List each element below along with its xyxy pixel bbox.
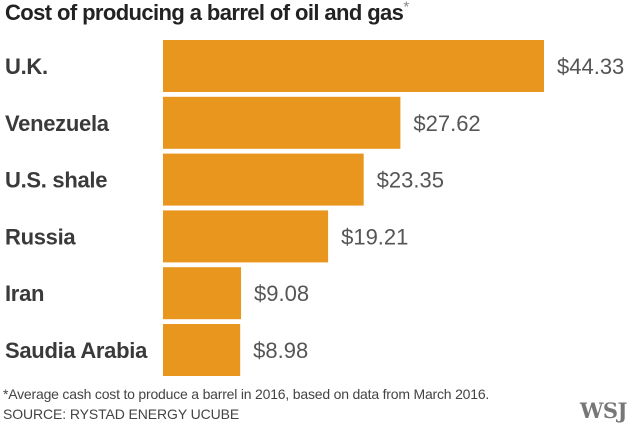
category-label: U.K. xyxy=(5,54,48,79)
footnote: *Average cash cost to produce a barrel i… xyxy=(3,386,490,402)
value-label: $9.08 xyxy=(254,281,309,306)
title-asterisk: * xyxy=(403,0,409,16)
category-label: Saudia Arabia xyxy=(5,338,148,363)
value-label: $44.33 xyxy=(557,54,624,79)
category-label: Venezuela xyxy=(5,111,110,136)
bar xyxy=(163,267,242,320)
value-label: $27.62 xyxy=(413,111,480,136)
chart-title-text: Cost of producing a barrel of oil and ga… xyxy=(5,0,404,25)
bar-chart: U.K. $44.33 Venezuela $27.62 U.S. shale $23.3… xyxy=(5,40,624,376)
value-label: $23.35 xyxy=(377,168,444,193)
bar xyxy=(163,153,364,206)
chart-title: Cost of producing a barrel of oil and ga… xyxy=(5,0,409,26)
value-label: $8.98 xyxy=(253,338,308,363)
category-label: U.S. shale xyxy=(5,168,107,193)
value-label: $19.21 xyxy=(341,224,408,249)
category-label: Russia xyxy=(5,224,76,249)
bar xyxy=(163,40,544,92)
category-label: Iran xyxy=(5,281,44,306)
source-credit: SOURCE: RYSTAD ENERGY UCUBE xyxy=(3,406,240,422)
bar xyxy=(163,96,401,149)
wsj-logo: WSJ xyxy=(579,398,628,423)
bar xyxy=(163,210,329,263)
bar xyxy=(163,324,241,376)
